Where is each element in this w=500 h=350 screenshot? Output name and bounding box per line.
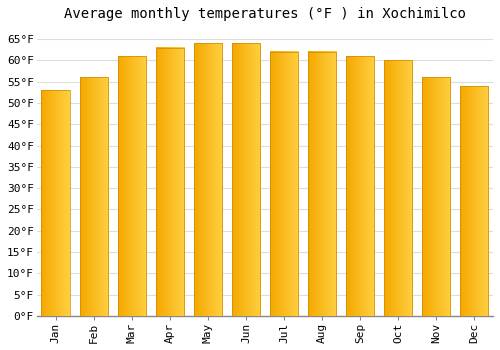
- Bar: [42, 90, 70, 316]
- Bar: [460, 86, 488, 316]
- Bar: [422, 77, 450, 316]
- Bar: [118, 56, 146, 316]
- Bar: [346, 56, 374, 316]
- Bar: [384, 60, 412, 316]
- Bar: [232, 43, 260, 316]
- Bar: [308, 52, 336, 316]
- Bar: [80, 77, 108, 316]
- Title: Average monthly temperatures (°F ) in Xochimilco: Average monthly temperatures (°F ) in Xo…: [64, 7, 466, 21]
- Bar: [384, 60, 412, 316]
- Bar: [80, 77, 108, 316]
- Bar: [460, 86, 488, 316]
- Bar: [422, 77, 450, 316]
- Bar: [308, 52, 336, 316]
- Bar: [270, 52, 298, 316]
- Bar: [156, 48, 184, 316]
- Bar: [194, 43, 222, 316]
- Bar: [270, 52, 298, 316]
- Bar: [194, 43, 222, 316]
- Bar: [42, 90, 70, 316]
- Bar: [232, 43, 260, 316]
- Bar: [346, 56, 374, 316]
- Bar: [118, 56, 146, 316]
- Bar: [156, 48, 184, 316]
